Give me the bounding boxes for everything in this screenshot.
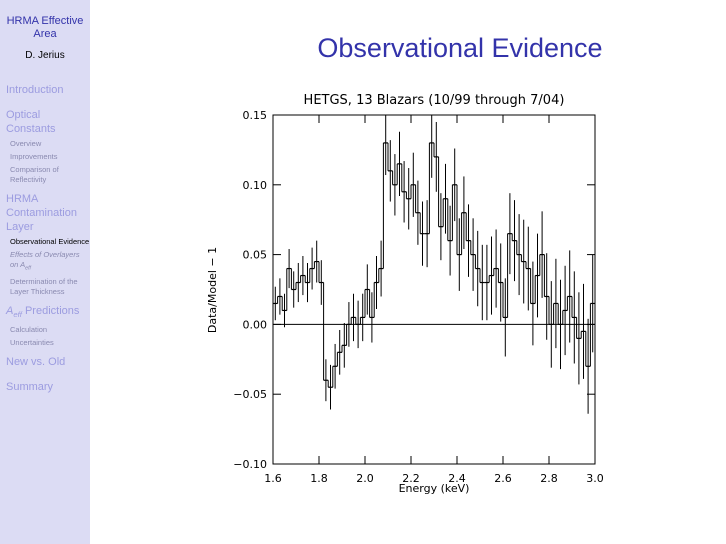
author: D. Jerius <box>25 50 65 61</box>
nav-text: Improvements <box>10 152 58 161</box>
nav-text: Uncertainties <box>10 337 54 347</box>
x-tick-label: 2.4 <box>448 472 466 485</box>
nav-text: HRMA Contamination Layer <box>6 193 77 233</box>
nav-text: Predictions <box>21 304 80 317</box>
step-connector <box>277 142 591 388</box>
x-tick-label: 1.8 <box>310 472 328 485</box>
plot-frame <box>272 114 596 465</box>
nav-text: Comparison of Reflectivity <box>10 165 59 184</box>
x-axis-label: Energy (keV) <box>399 482 470 495</box>
nav-item: Overview <box>10 139 90 149</box>
nav-item: Comparison of Reflectivity <box>10 165 90 185</box>
x-tick-label: 2.6 <box>494 472 512 485</box>
nav-item: Calculation <box>10 325 90 335</box>
nav-section: Summary <box>6 380 86 394</box>
y-tick-label: 0.10 <box>243 179 268 192</box>
nav-section: Optical Constants <box>6 108 86 136</box>
nav-section: Aeff Predictions <box>6 304 86 322</box>
y-tick-label: 0.15 <box>243 109 268 122</box>
nav-item: Effects of Overlayers on Aeff <box>10 250 90 274</box>
nav-text: Optical Constants <box>6 109 56 135</box>
nav: Introduction Optical Constants Overview Imp… <box>0 83 90 394</box>
presentation-title: HRMA Effective Area <box>6 15 84 40</box>
nav-item: Observational Evidence <box>10 237 90 247</box>
nav-subscript: eff <box>13 309 22 319</box>
nav-text: Introduction <box>6 84 64 96</box>
nav-item: Determination of the Layer Thickness <box>10 277 90 297</box>
y-tick-label: −0.10 <box>233 458 267 471</box>
nav-item: Improvements <box>10 152 90 162</box>
y-axis-label: Data/Model − 1 <box>206 247 219 333</box>
x-tick-label: 1.6 <box>264 472 282 485</box>
slide-title: Observational Evidence <box>317 33 603 63</box>
nav-subscript: eff <box>25 265 31 272</box>
x-tick-label: 2.0 <box>356 472 374 485</box>
nav-item: Uncertainties <box>10 338 90 348</box>
x-tick-label: 2.2 <box>402 472 420 485</box>
nav-text: Overview <box>10 139 42 148</box>
nav-text: Calculation <box>10 324 48 334</box>
nav-text: Summary <box>6 380 54 393</box>
x-tick-label: 2.8 <box>540 472 558 485</box>
x-tick-label: 3.0 <box>586 472 604 485</box>
chart-title: HETGS, 13 Blazars (10/99 through 7/04) <box>304 93 565 108</box>
sidebar: HRMA Effective Area D. Jerius Introducti… <box>0 0 90 544</box>
nav-text: Determination of the Layer Thickness <box>10 276 78 296</box>
nav-text: A <box>6 304 14 317</box>
nav-text: Effects of Overlayers on A <box>10 250 80 269</box>
nav-section: Introduction <box>6 83 86 97</box>
nav-section: New vs. Old <box>6 355 86 369</box>
y-tick-label: 0.00 <box>243 318 268 331</box>
nav-text: Observational Evidence <box>10 237 90 246</box>
y-tick-label: −0.05 <box>233 388 267 401</box>
y-tick-label: 0.05 <box>243 249 268 262</box>
nav-text: New vs. Old <box>6 355 66 368</box>
nav-section: HRMA Contamination Layer <box>6 192 86 234</box>
